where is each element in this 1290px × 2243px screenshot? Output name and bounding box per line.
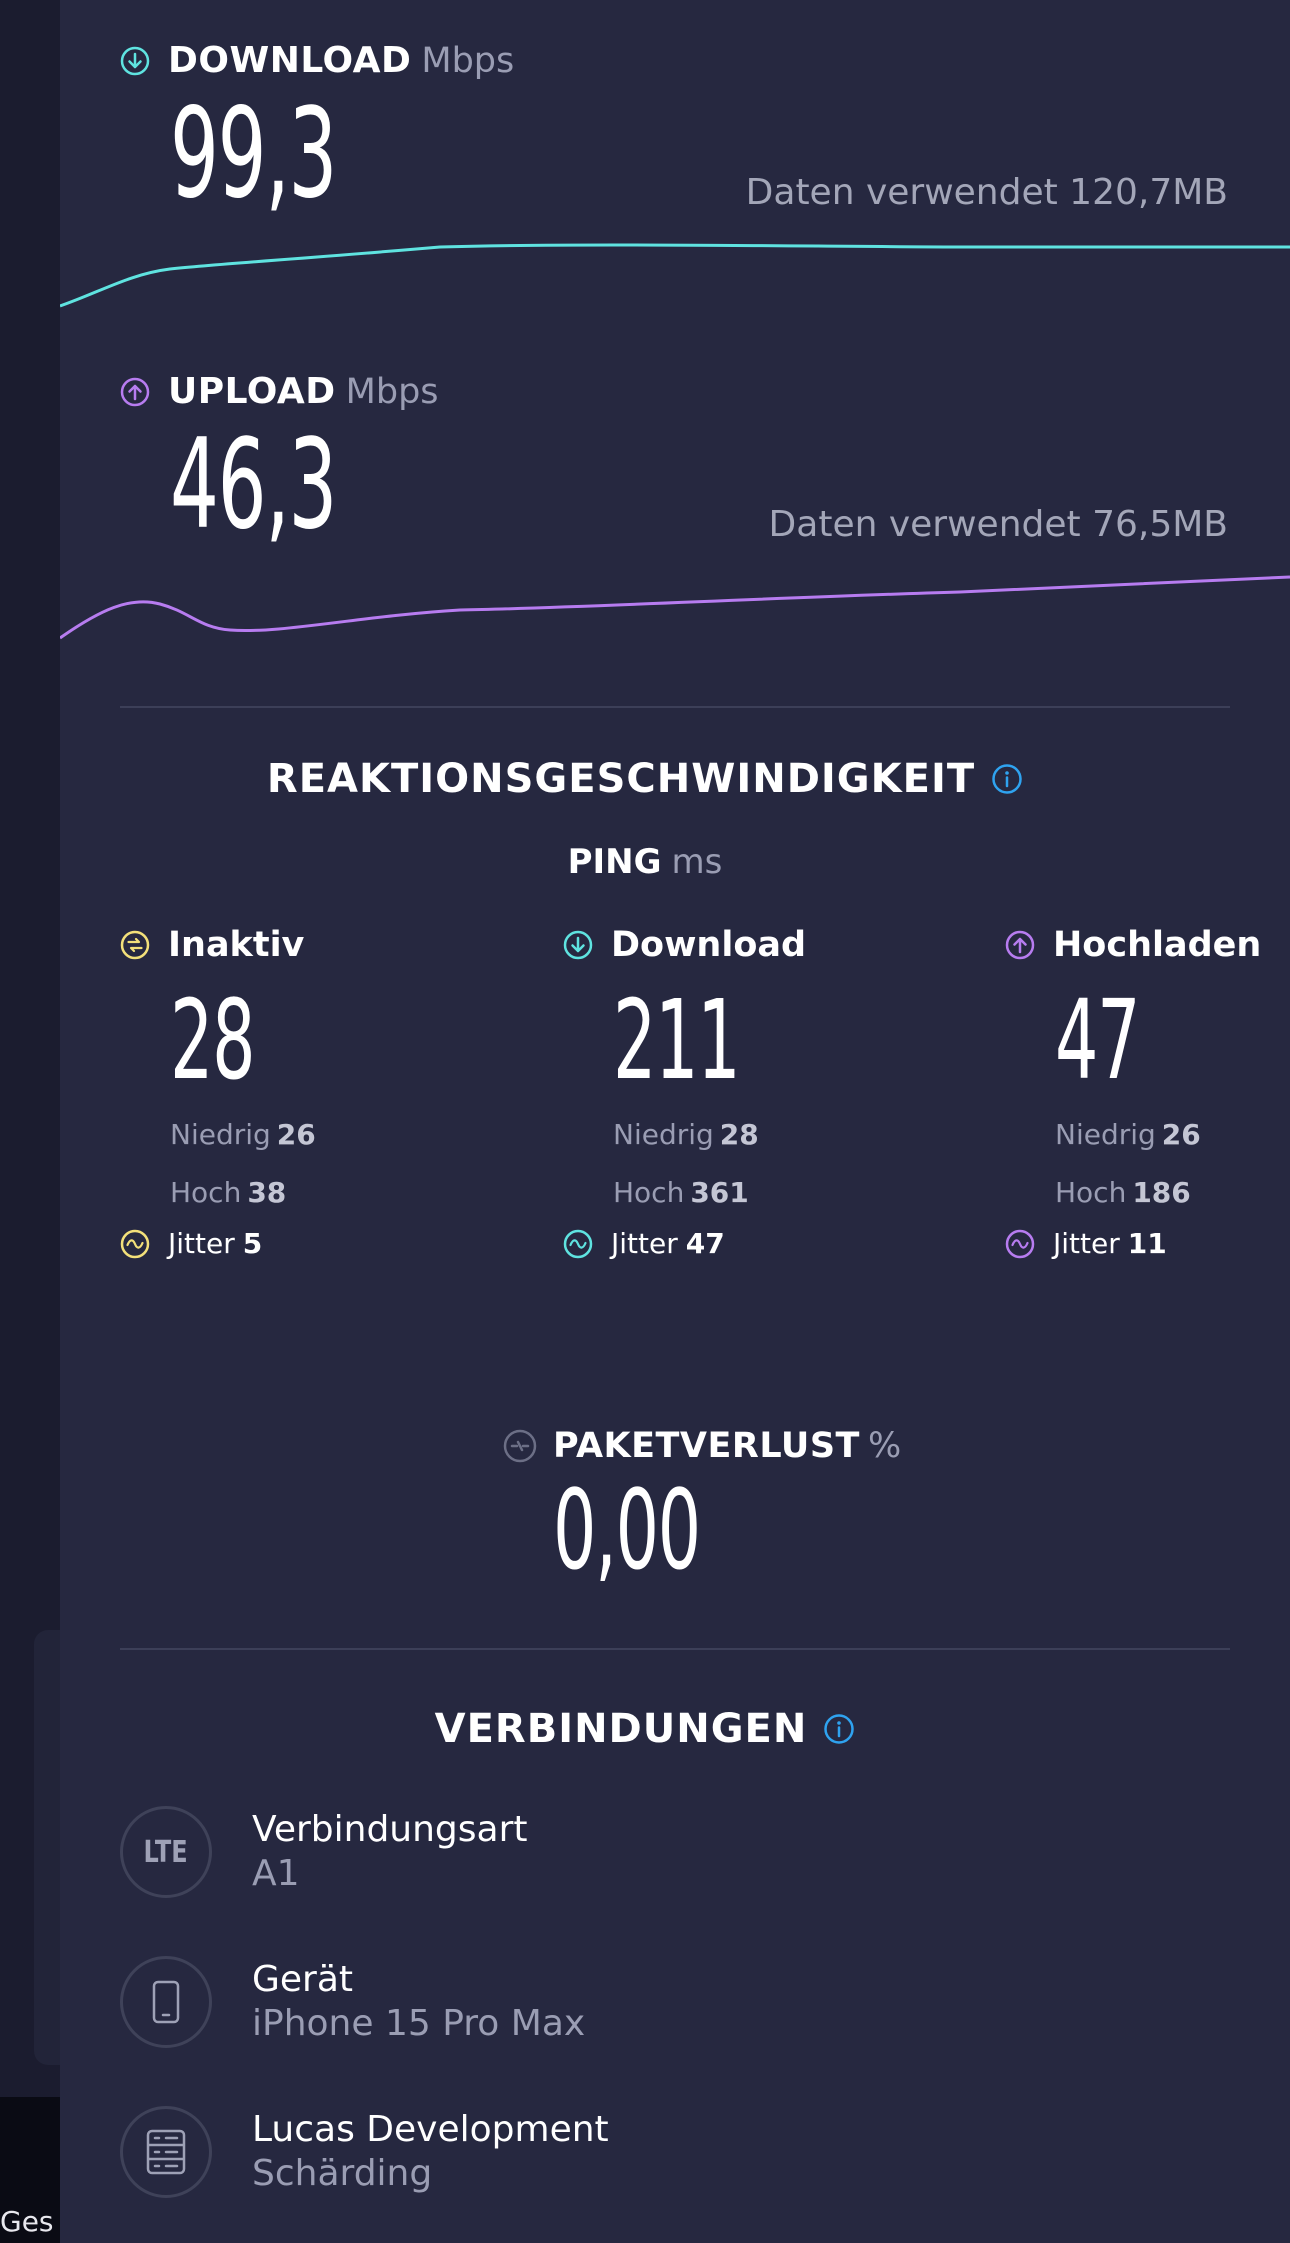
phone-icon [120, 1956, 212, 2048]
device-row[interactable]: Gerät iPhone 15 Pro Max [120, 1956, 585, 2048]
ping-download-high: Hoch 361 [613, 1176, 749, 1209]
upload-header: UPLOAD Mbps [120, 371, 439, 412]
ping-download-low: Niedrig 28 [613, 1118, 759, 1151]
connection-type-value: A1 [252, 1853, 300, 1894]
connection-type-title: Verbindungsart [252, 1809, 528, 1850]
download-header: DOWNLOAD Mbps [120, 40, 514, 81]
left-side-footer [0, 2097, 60, 2243]
low-label: Niedrig [1055, 1118, 1156, 1151]
ping-upload-high: Hoch 186 [1055, 1176, 1191, 1209]
server-location: Schärding [252, 2153, 433, 2194]
high-label: Hoch [613, 1176, 685, 1209]
download-arrow-icon [120, 46, 150, 75]
ping-idle-jitter: Jitter 5 [120, 1227, 262, 1260]
download-speed-value: 99,3 [170, 82, 337, 226]
jitter-value: 5 [242, 1227, 263, 1260]
ping-upload-low: Niedrig 26 [1055, 1118, 1201, 1151]
upload-label: UPLOAD [168, 371, 336, 412]
upload-speed-value: 46,3 [170, 413, 337, 557]
jitter-icon [1005, 1229, 1035, 1258]
download-speed-graph [60, 243, 1290, 308]
jitter-label: Jitter [1053, 1227, 1120, 1260]
high-label: Hoch [1055, 1176, 1127, 1209]
connections-title: VERBINDUNGEN [434, 1706, 808, 1752]
low-value: 26 [1161, 1118, 1201, 1151]
server-icon [120, 2106, 212, 2198]
upload-arrow-icon [1005, 930, 1035, 960]
packet-loss-icon [503, 1429, 537, 1463]
ping-label: PING [567, 842, 662, 882]
server-row[interactable]: Lucas Development Schärding [120, 2106, 609, 2198]
ping-unit: ms [671, 842, 723, 882]
server-title: Lucas Development [252, 2109, 609, 2150]
ping-idle-high: Hoch 38 [170, 1176, 286, 1209]
ping-column-download: Download 211 Niedrig 28 Hoch 361 Jitter 47 [563, 925, 863, 1260]
lte-icon: LTE [120, 1806, 212, 1898]
section-divider [120, 1648, 1230, 1650]
ping-column-idle: Inaktiv 28 Niedrig 26 Hoch 38 Jitter 5 [120, 925, 420, 1260]
download-arrow-icon [563, 930, 593, 960]
ping-upload-jitter: Jitter 11 [1005, 1227, 1167, 1260]
download-data-used: Daten verwendet 120,7MB [745, 172, 1228, 213]
connection-type-row[interactable]: LTE Verbindungsart A1 [120, 1806, 528, 1898]
ping-upload-value: 47 [1055, 976, 1141, 1104]
left-side-card [34, 1630, 60, 2065]
high-value: 361 [690, 1176, 749, 1209]
ping-upload-label: Hochladen [1053, 925, 1262, 965]
ping-download-label: Download [611, 925, 807, 965]
download-label: DOWNLOAD [168, 40, 412, 81]
left-side-label: Ges [0, 2205, 54, 2238]
info-icon[interactable] [991, 763, 1023, 795]
jitter-value: 11 [1127, 1227, 1167, 1260]
download-unit: Mbps [421, 40, 515, 81]
lte-badge-text: LTE [143, 1834, 189, 1870]
low-value: 26 [276, 1118, 316, 1151]
ping-idle-low: Niedrig 26 [170, 1118, 316, 1151]
ping-header: PING ms [0, 842, 1290, 882]
ping-download-value: 211 [613, 976, 741, 1104]
high-value: 38 [247, 1176, 287, 1209]
packet-loss-unit: % [867, 1426, 902, 1466]
upload-data-used: Daten verwendet 76,5MB [768, 504, 1228, 545]
low-label: Niedrig [170, 1118, 271, 1151]
jitter-value: 47 [685, 1227, 725, 1260]
responsiveness-title: REAKTIONSGESCHWINDIGKEIT [266, 756, 976, 802]
upload-arrow-icon [120, 377, 150, 406]
low-label: Niedrig [613, 1118, 714, 1151]
high-value: 186 [1132, 1176, 1191, 1209]
phone-glyph [152, 1980, 180, 2024]
jitter-label: Jitter [611, 1227, 678, 1260]
connections-title-row: VERBINDUNGEN [0, 1706, 1290, 1752]
device-title: Gerät [252, 1959, 354, 2000]
info-icon[interactable] [823, 1713, 855, 1745]
ping-column-upload: Hochladen 47 Niedrig 26 Hoch 186 Jitter 11 [1005, 925, 1290, 1260]
packet-loss-label: PAKETVERLUST [553, 1426, 860, 1466]
low-value: 28 [719, 1118, 759, 1151]
jitter-label: Jitter [168, 1227, 235, 1260]
packet-loss-header: PAKETVERLUST % [503, 1426, 901, 1466]
jitter-icon [563, 1229, 593, 1258]
ping-download-jitter: Jitter 47 [563, 1227, 725, 1260]
section-divider [120, 706, 1230, 708]
high-label: Hoch [170, 1176, 242, 1209]
server-glyph [146, 2129, 186, 2175]
ping-idle-label: Inaktiv [168, 925, 305, 965]
idle-icon [120, 930, 150, 960]
upload-speed-graph [60, 575, 1290, 640]
packet-loss-value: 0,00 [553, 1466, 701, 1594]
upload-unit: Mbps [345, 371, 439, 412]
device-value: iPhone 15 Pro Max [252, 2003, 586, 2044]
responsiveness-title-row: REAKTIONSGESCHWINDIGKEIT [0, 756, 1290, 802]
ping-idle-value: 28 [170, 976, 256, 1104]
jitter-icon [120, 1229, 150, 1258]
